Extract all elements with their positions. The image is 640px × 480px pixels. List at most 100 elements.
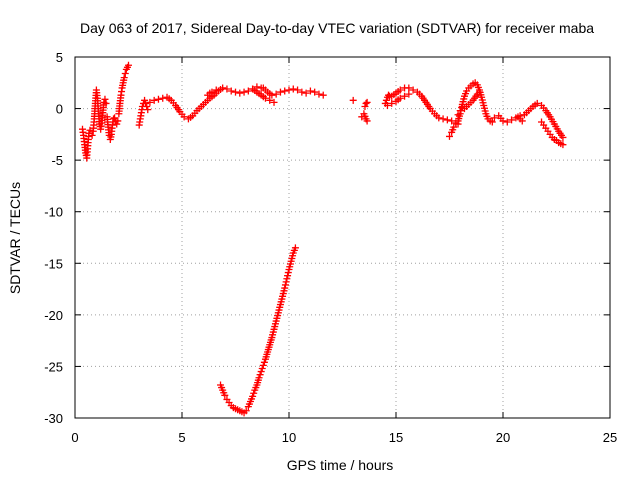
data-point (405, 84, 413, 92)
data-point (281, 284, 289, 292)
data-point (144, 106, 152, 114)
data-point (490, 114, 498, 122)
data-point (388, 99, 396, 107)
data-point (232, 88, 239, 96)
data-point (223, 85, 231, 93)
data-point (256, 371, 264, 379)
x-tick-label: 10 (282, 430, 296, 445)
data-point (503, 118, 511, 126)
data-point (180, 113, 188, 121)
data-point (146, 98, 154, 106)
data-point (291, 244, 299, 252)
y-tick-label: -20 (44, 308, 63, 323)
plot-border (74, 56, 611, 419)
data-point (219, 84, 227, 92)
y-tick-label: -10 (44, 205, 63, 220)
data-point (284, 272, 292, 280)
data-point (101, 95, 109, 103)
data-point (559, 133, 567, 141)
x-tick-label: 0 (71, 430, 78, 445)
data-point (382, 96, 390, 104)
data-point (499, 117, 507, 125)
data-point (435, 114, 443, 122)
y-axis-label: SDTVAR / TECUs (7, 182, 23, 294)
data-point (454, 111, 462, 119)
data-point (396, 86, 404, 94)
data-point (488, 118, 496, 126)
data-point (121, 70, 129, 78)
data-point (212, 86, 220, 94)
data-point (456, 107, 464, 115)
data-point (448, 117, 456, 125)
data-point (361, 103, 369, 111)
data-point (276, 88, 284, 96)
data-point (120, 74, 128, 82)
y-tick-label: -30 (44, 411, 63, 426)
data-point (294, 86, 302, 94)
x-axis-label: GPS time / hours (287, 457, 394, 473)
data-point (302, 89, 310, 97)
data-point (283, 275, 291, 283)
data-point (533, 99, 541, 107)
data-point (272, 90, 280, 98)
data-point (475, 88, 483, 96)
y-tick-label: 0 (56, 102, 63, 117)
grid-lines (75, 57, 610, 418)
data-point (396, 94, 404, 102)
data-point (363, 117, 371, 125)
data-point (443, 116, 451, 124)
chart-title: Day 063 of 2017, Sidereal Day-to-day VTE… (80, 20, 594, 36)
data-point (281, 281, 289, 289)
data-point (114, 117, 122, 125)
y-tick-label: -5 (51, 153, 63, 168)
data-point (102, 99, 110, 107)
data-point (236, 89, 244, 97)
data-point (154, 95, 162, 103)
data-point (405, 90, 413, 98)
data-point (508, 116, 516, 124)
data-point (446, 132, 453, 140)
data-point (141, 96, 149, 104)
data-points (78, 61, 567, 417)
data-point (261, 94, 269, 102)
data-point (249, 392, 257, 400)
y-tick-label: -25 (44, 359, 63, 374)
data-point (285, 86, 293, 94)
data-point (450, 123, 458, 131)
data-point (362, 99, 370, 107)
data-point (282, 278, 290, 286)
data-point (240, 88, 248, 96)
y-tick-label: 5 (56, 50, 63, 65)
data-point (270, 98, 278, 106)
data-point (363, 98, 371, 106)
data-point (401, 92, 409, 100)
data-point (349, 96, 357, 104)
data-point (227, 87, 235, 95)
data-point (255, 374, 263, 382)
data-point (244, 87, 252, 95)
data-point (142, 99, 150, 107)
data-point (383, 101, 391, 109)
data-point (439, 115, 447, 123)
data-point (125, 61, 132, 69)
data-point (143, 103, 151, 111)
data-point (268, 91, 276, 99)
data-point (281, 87, 289, 95)
x-tick-label: 5 (178, 430, 185, 445)
data-point (111, 114, 119, 122)
data-point (284, 269, 292, 277)
data-point (257, 368, 265, 376)
data-point (409, 86, 417, 94)
data-point (518, 117, 526, 125)
data-point (88, 131, 96, 139)
data-point (266, 96, 274, 104)
data-point (458, 103, 466, 111)
data-point (260, 358, 268, 366)
tick-labels: 0 5 10 15 20 25 5 0 -5 -10 -15 -20 -25 -30 (44, 50, 617, 445)
data-point (306, 87, 314, 95)
x-tick-label: 15 (389, 430, 403, 445)
data-point (298, 88, 306, 96)
data-point (221, 391, 229, 399)
data-point (250, 389, 258, 397)
